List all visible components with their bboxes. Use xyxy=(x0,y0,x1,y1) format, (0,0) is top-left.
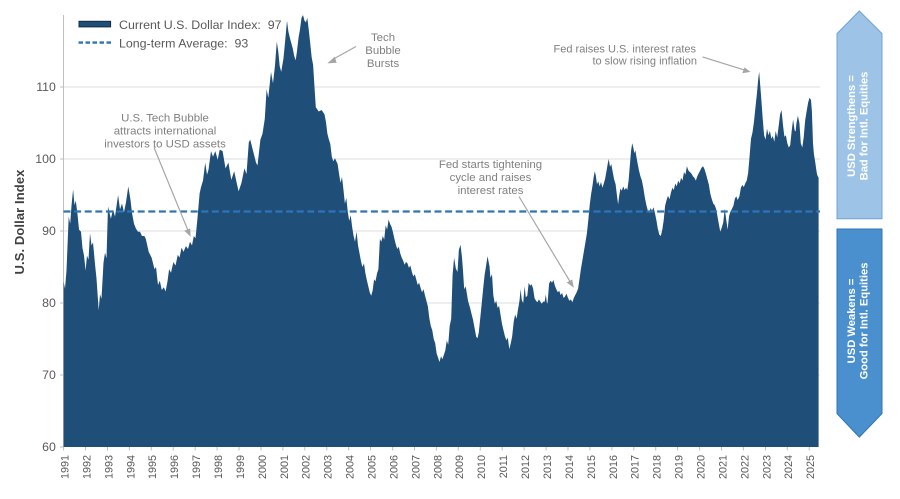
svg-text:2016: 2016 xyxy=(608,455,620,479)
svg-text:Tech: Tech xyxy=(371,32,395,44)
svg-text:70: 70 xyxy=(42,368,56,382)
svg-text:2010: 2010 xyxy=(476,455,488,479)
svg-text:Good for Intl. Equities: Good for Intl. Equities xyxy=(858,263,870,380)
svg-text:Fed starts tightening: Fed starts tightening xyxy=(439,159,542,171)
svg-text:1991: 1991 xyxy=(60,455,72,479)
svg-text:U.S. Tech Bubble: U.S. Tech Bubble xyxy=(121,113,209,125)
svg-text:Current U.S. Dollar Index: 97: Current U.S. Dollar Index: 97 xyxy=(119,18,282,32)
svg-text:1994: 1994 xyxy=(125,455,137,479)
svg-text:1999: 1999 xyxy=(235,455,247,479)
svg-text:2020: 2020 xyxy=(696,455,708,479)
svg-text:80: 80 xyxy=(42,296,56,310)
svg-text:2000: 2000 xyxy=(257,455,269,479)
svg-text:interest rates: interest rates xyxy=(458,185,524,197)
svg-text:2021: 2021 xyxy=(717,455,729,479)
svg-text:USD Weakens =: USD Weakens = xyxy=(846,278,858,363)
svg-text:2024: 2024 xyxy=(783,455,795,479)
svg-text:2023: 2023 xyxy=(761,455,773,479)
svg-text:USD Strengthens =: USD Strengthens = xyxy=(846,75,858,177)
svg-text:110: 110 xyxy=(36,80,56,94)
svg-text:attracts international: attracts international xyxy=(114,126,217,138)
svg-text:2003: 2003 xyxy=(323,455,335,479)
svg-text:2008: 2008 xyxy=(432,455,444,479)
svg-text:2025: 2025 xyxy=(805,455,817,479)
svg-text:1995: 1995 xyxy=(147,455,159,479)
svg-text:cycle and raises: cycle and raises xyxy=(450,172,532,184)
svg-text:2018: 2018 xyxy=(652,455,664,479)
svg-text:to slow rising inflation: to slow rising inflation xyxy=(592,55,697,67)
svg-text:1998: 1998 xyxy=(213,455,225,479)
svg-text:2012: 2012 xyxy=(520,455,532,479)
svg-text:2006: 2006 xyxy=(389,455,401,479)
svg-text:2007: 2007 xyxy=(410,455,422,479)
svg-text:investors to USD assets: investors to USD assets xyxy=(104,139,226,151)
svg-text:2004: 2004 xyxy=(345,455,357,479)
svg-text:2011: 2011 xyxy=(498,455,510,478)
svg-text:2017: 2017 xyxy=(630,455,642,479)
svg-text:60: 60 xyxy=(42,440,56,454)
svg-text:Fed raises U.S. interest rates: Fed raises U.S. interest rates xyxy=(554,43,697,55)
svg-text:2005: 2005 xyxy=(367,455,379,479)
svg-text:2015: 2015 xyxy=(586,455,598,479)
svg-text:1996: 1996 xyxy=(169,455,181,479)
svg-text:100: 100 xyxy=(35,152,56,166)
svg-text:2022: 2022 xyxy=(739,455,751,479)
svg-text:1993: 1993 xyxy=(103,455,115,479)
svg-text:2001: 2001 xyxy=(279,455,291,479)
svg-text:2002: 2002 xyxy=(301,455,313,479)
svg-text:Bubble: Bubble xyxy=(365,45,400,57)
svg-text:90: 90 xyxy=(42,224,56,238)
svg-text:2014: 2014 xyxy=(564,455,576,479)
svg-text:Long-term Average: 93: Long-term Average: 93 xyxy=(119,36,248,50)
svg-text:1997: 1997 xyxy=(191,455,203,479)
svg-text:U.S. Dollar Index: U.S. Dollar Index xyxy=(12,169,27,275)
svg-text:1992: 1992 xyxy=(81,455,93,479)
svg-text:2013: 2013 xyxy=(542,455,554,479)
svg-text:2009: 2009 xyxy=(454,455,466,479)
svg-text:Bad for Intl. Equities: Bad for Intl. Equities xyxy=(858,72,870,181)
svg-text:2019: 2019 xyxy=(674,455,686,479)
svg-text:Bursts: Bursts xyxy=(367,58,400,70)
